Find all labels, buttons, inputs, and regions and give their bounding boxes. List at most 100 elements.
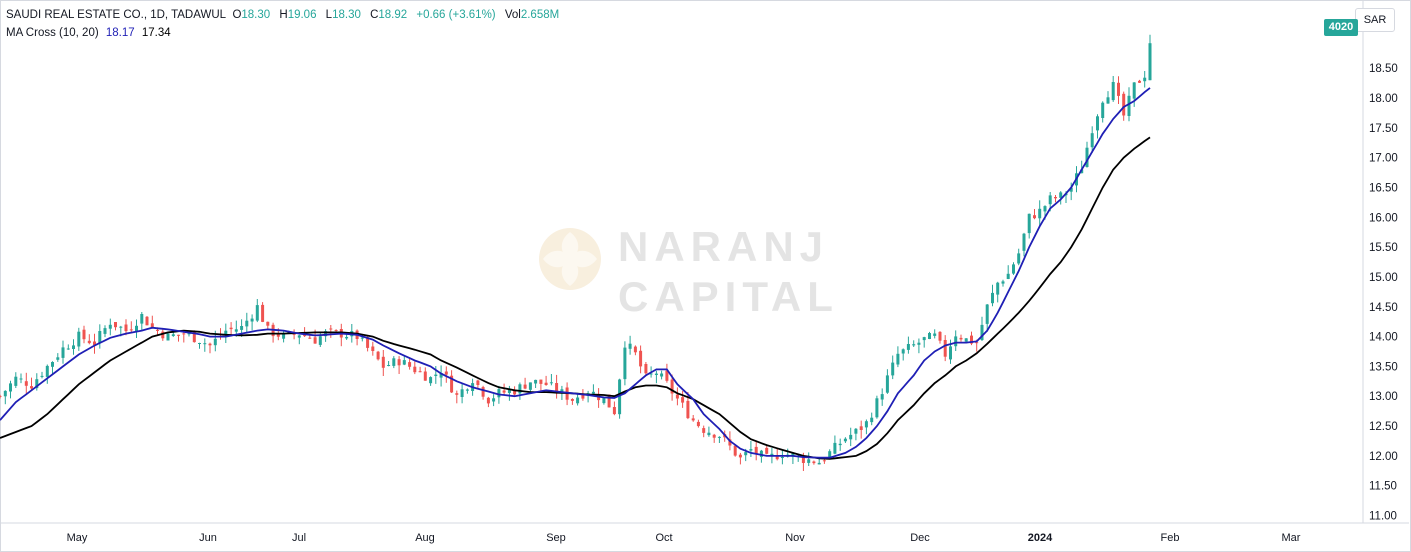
candle-body [66,348,70,350]
candle-body [408,362,412,367]
candle-body [313,337,317,344]
candle [250,314,254,331]
candle [19,373,23,384]
candle [660,370,664,380]
candle [901,348,905,361]
candle [712,433,716,443]
candle-body [187,333,191,335]
price-tick-15: 11.00 [1369,511,1397,523]
candle [150,315,154,329]
price-tick-7: 15.00 [1369,272,1398,284]
candle-body [203,343,207,345]
candle-body [192,331,196,343]
candle [717,436,721,443]
candle [9,380,12,399]
candle-body [345,337,349,339]
candle-body [623,347,627,380]
candle-body [933,333,937,336]
candle [849,427,853,447]
candle-body [854,428,858,434]
candle [570,398,574,405]
candle [1027,213,1031,239]
candle [460,383,464,404]
candle-body [712,434,716,438]
candle [14,372,18,388]
candle-body [507,390,511,393]
candle [1006,265,1010,280]
candle-body [87,340,91,344]
candle-body [1122,93,1126,116]
candle [985,304,989,332]
indicator-name[interactable]: MA Cross (10, 20) [6,27,99,39]
candle [1085,141,1089,168]
candle [203,338,207,352]
candle-body [1111,82,1115,101]
candle-body [182,333,186,335]
time-axis[interactable]: May Jun Jul Aug Sep Oct Nov Dec 2024 Feb Mar [67,532,1301,544]
candle [607,394,611,408]
candle [30,377,33,391]
time-tick-0: May [67,532,88,544]
naranj-logo-icon [539,228,601,290]
candle-body [434,374,438,376]
candle-body [150,323,154,328]
candle-body [980,324,984,340]
time-tick-3: Aug [415,532,435,544]
candle-body [985,304,989,324]
candle-body [381,356,385,368]
candle [591,384,595,395]
candle-body [329,328,333,330]
candle-body [1017,253,1021,264]
candle-body [145,316,149,326]
candle-body [943,340,947,357]
candle-body [570,399,574,401]
candle [418,366,422,373]
candle-body [1096,116,1099,131]
candle-body [429,377,433,384]
candle [943,335,947,362]
candle [1069,182,1073,201]
candle [492,394,496,407]
candle-body [402,360,406,365]
candle [513,386,517,397]
time-tick-6: Nov [785,532,805,544]
candle-body [817,462,821,465]
candle-body [922,337,926,341]
candle [681,390,685,408]
candle-body [896,353,900,365]
candle [586,390,590,403]
candle [145,316,149,326]
candle [51,361,54,376]
volume-value: 2.658M [520,9,560,21]
candle-body [534,379,538,384]
price-axis[interactable]: 18.50 18.00 17.50 17.00 16.50 16.00 15.50 15.00… [1369,63,1398,522]
candle [166,332,170,341]
candle-body [696,421,700,427]
candle [224,323,228,343]
candle [885,369,889,394]
candle [1117,76,1120,104]
candle [439,365,443,387]
candle-body [166,333,170,341]
candle-body [156,329,159,331]
symbol-title[interactable]: SAUDI REAL ESTATE CO., 1D, TADAWUL [6,9,227,21]
currency-button[interactable]: SAR [1355,8,1395,32]
candle-body [56,357,60,360]
candle [192,330,196,343]
candle [198,342,201,349]
candle [177,334,180,342]
candle [444,366,448,383]
candle [387,361,391,367]
candle [1001,279,1005,287]
watermark-line2: CAPITAL [618,273,839,320]
candle-body [1117,82,1120,96]
open-label: O [232,9,242,21]
candle-body [35,379,39,389]
candle-body [954,336,958,347]
candle-body [717,436,721,438]
candle [523,377,527,390]
candle-body [702,428,706,433]
symbol-legend[interactable]: SAUDI REAL ESTATE CO., 1D, TADAWUL O18.3… [6,9,565,21]
indicator-legend[interactable]: MA Cross (10, 20) 18.17 17.34 [6,27,171,39]
